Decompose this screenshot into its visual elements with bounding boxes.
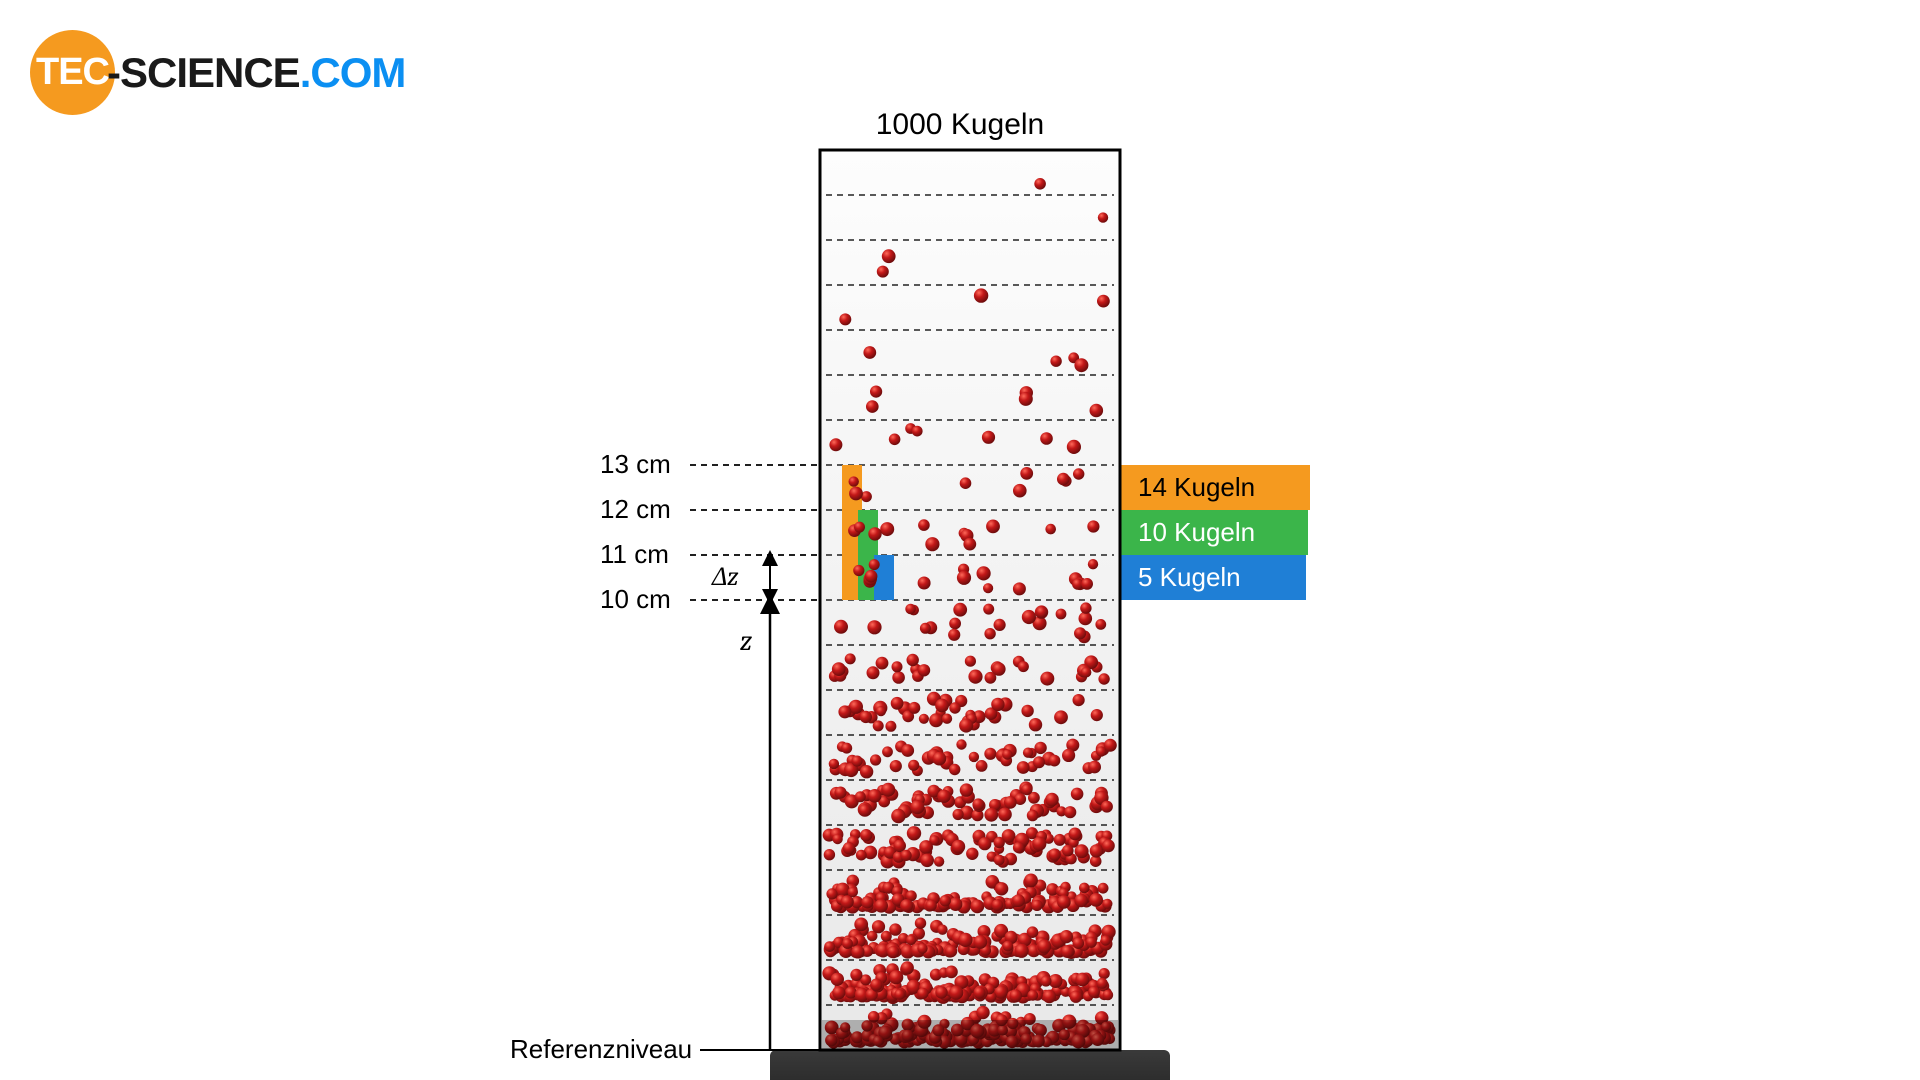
height-label: 11 cm [600, 539, 669, 570]
diagram-svg [0, 0, 1920, 1080]
height-leader-lines [690, 465, 820, 600]
height-label: 10 cm [600, 584, 671, 615]
reference-level-label: Referenzniveau [510, 1034, 692, 1065]
z-label: z [740, 625, 752, 657]
delta-z-label: Δz [712, 562, 739, 592]
band-count-label: 14 Kugeln [1138, 472, 1255, 503]
band-count-label: 5 Kugeln [1138, 562, 1241, 593]
pedestal-base [770, 1050, 1170, 1080]
bottom-shade [822, 1020, 1118, 1050]
height-label: 12 cm [600, 494, 671, 525]
band-count-label: 10 Kugeln [1138, 517, 1255, 548]
logo-circle-text: TEC [36, 51, 109, 94]
height-label: 13 cm [600, 449, 671, 480]
logo-text-black: -SCIENCE [107, 49, 300, 97]
logo-circle: TEC [30, 30, 115, 115]
